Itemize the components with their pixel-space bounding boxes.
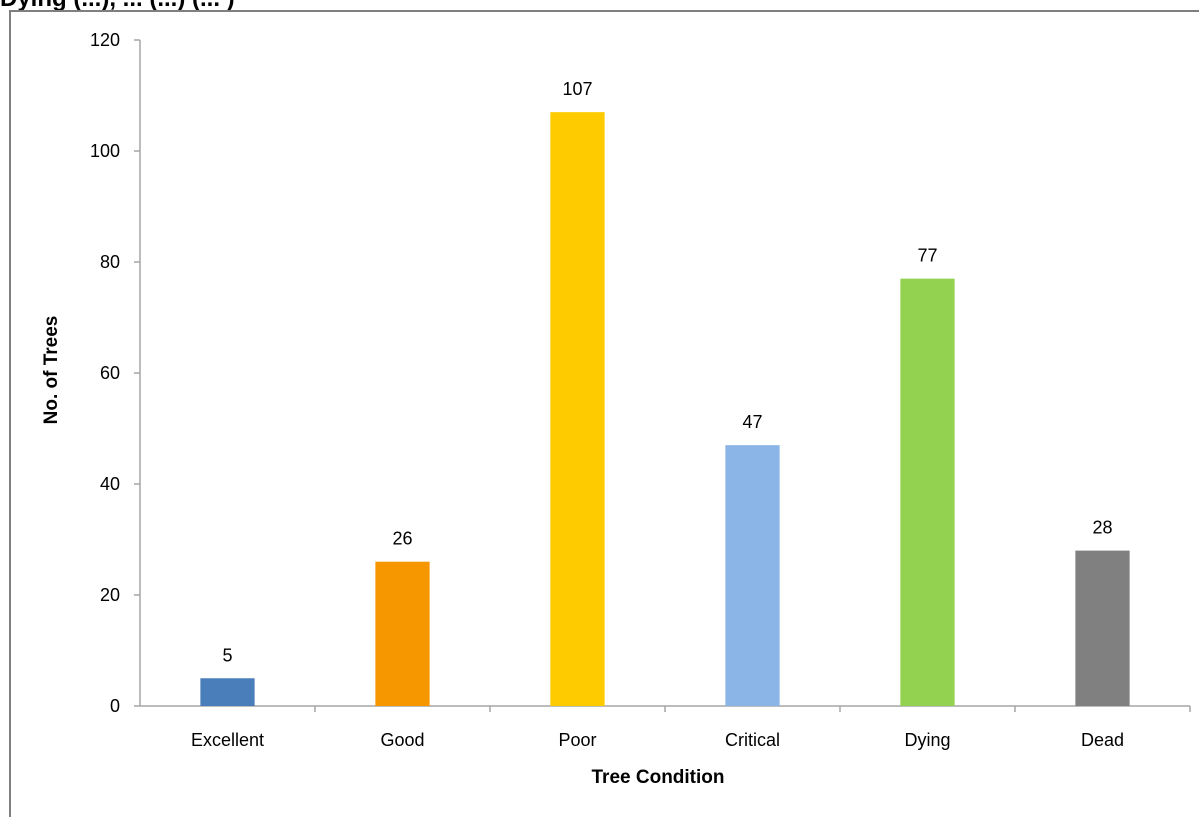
x-tick-label-poor: Poor	[558, 730, 596, 750]
y-tick-label: 60	[100, 363, 120, 383]
bar-dying	[900, 278, 955, 706]
bar-value-label-poor: 107	[562, 79, 592, 99]
bar-value-label-good: 26	[392, 529, 412, 549]
bar-poor	[550, 112, 605, 706]
y-tick-label: 40	[100, 474, 120, 494]
bar-value-label-excellent: 5	[222, 645, 232, 665]
y-axis-title: No. of Trees	[41, 316, 62, 425]
y-tick-label: 120	[90, 30, 120, 50]
y-tick-label: 80	[100, 252, 120, 272]
x-tick-label-critical: Critical	[725, 730, 780, 750]
x-axis-title: Tree Condition	[592, 767, 725, 788]
bar-excellent	[200, 678, 255, 706]
y-tick-label: 100	[90, 141, 120, 161]
bar-good	[375, 561, 430, 706]
y-axis-ticks: 0 20 40 60 80 100 120	[90, 30, 140, 716]
x-tick-label-good: Good	[380, 730, 424, 750]
bar-value-labels: 5 26 107 47 77 28	[222, 79, 1112, 665]
y-tick-label: 0	[110, 696, 120, 716]
bar-critical	[725, 445, 780, 706]
x-tick-label-dying: Dying	[904, 730, 950, 750]
bars	[200, 112, 1130, 706]
bar-dead	[1075, 550, 1130, 706]
bar-value-label-dying: 77	[917, 246, 937, 266]
y-tick-label: 20	[100, 585, 120, 605]
x-tick-label-excellent: Excellent	[191, 730, 264, 750]
axes	[139, 40, 1190, 707]
bar-value-label-critical: 47	[742, 412, 762, 432]
bar-value-label-dead: 28	[1092, 518, 1112, 538]
x-tick-label-dead: Dead	[1081, 730, 1124, 750]
x-axis-ticks: Excellent Good Poor Critical Dying Dead	[191, 706, 1191, 750]
partial-caption: Dying (...), ... (...) (... )	[0, 0, 1199, 11]
